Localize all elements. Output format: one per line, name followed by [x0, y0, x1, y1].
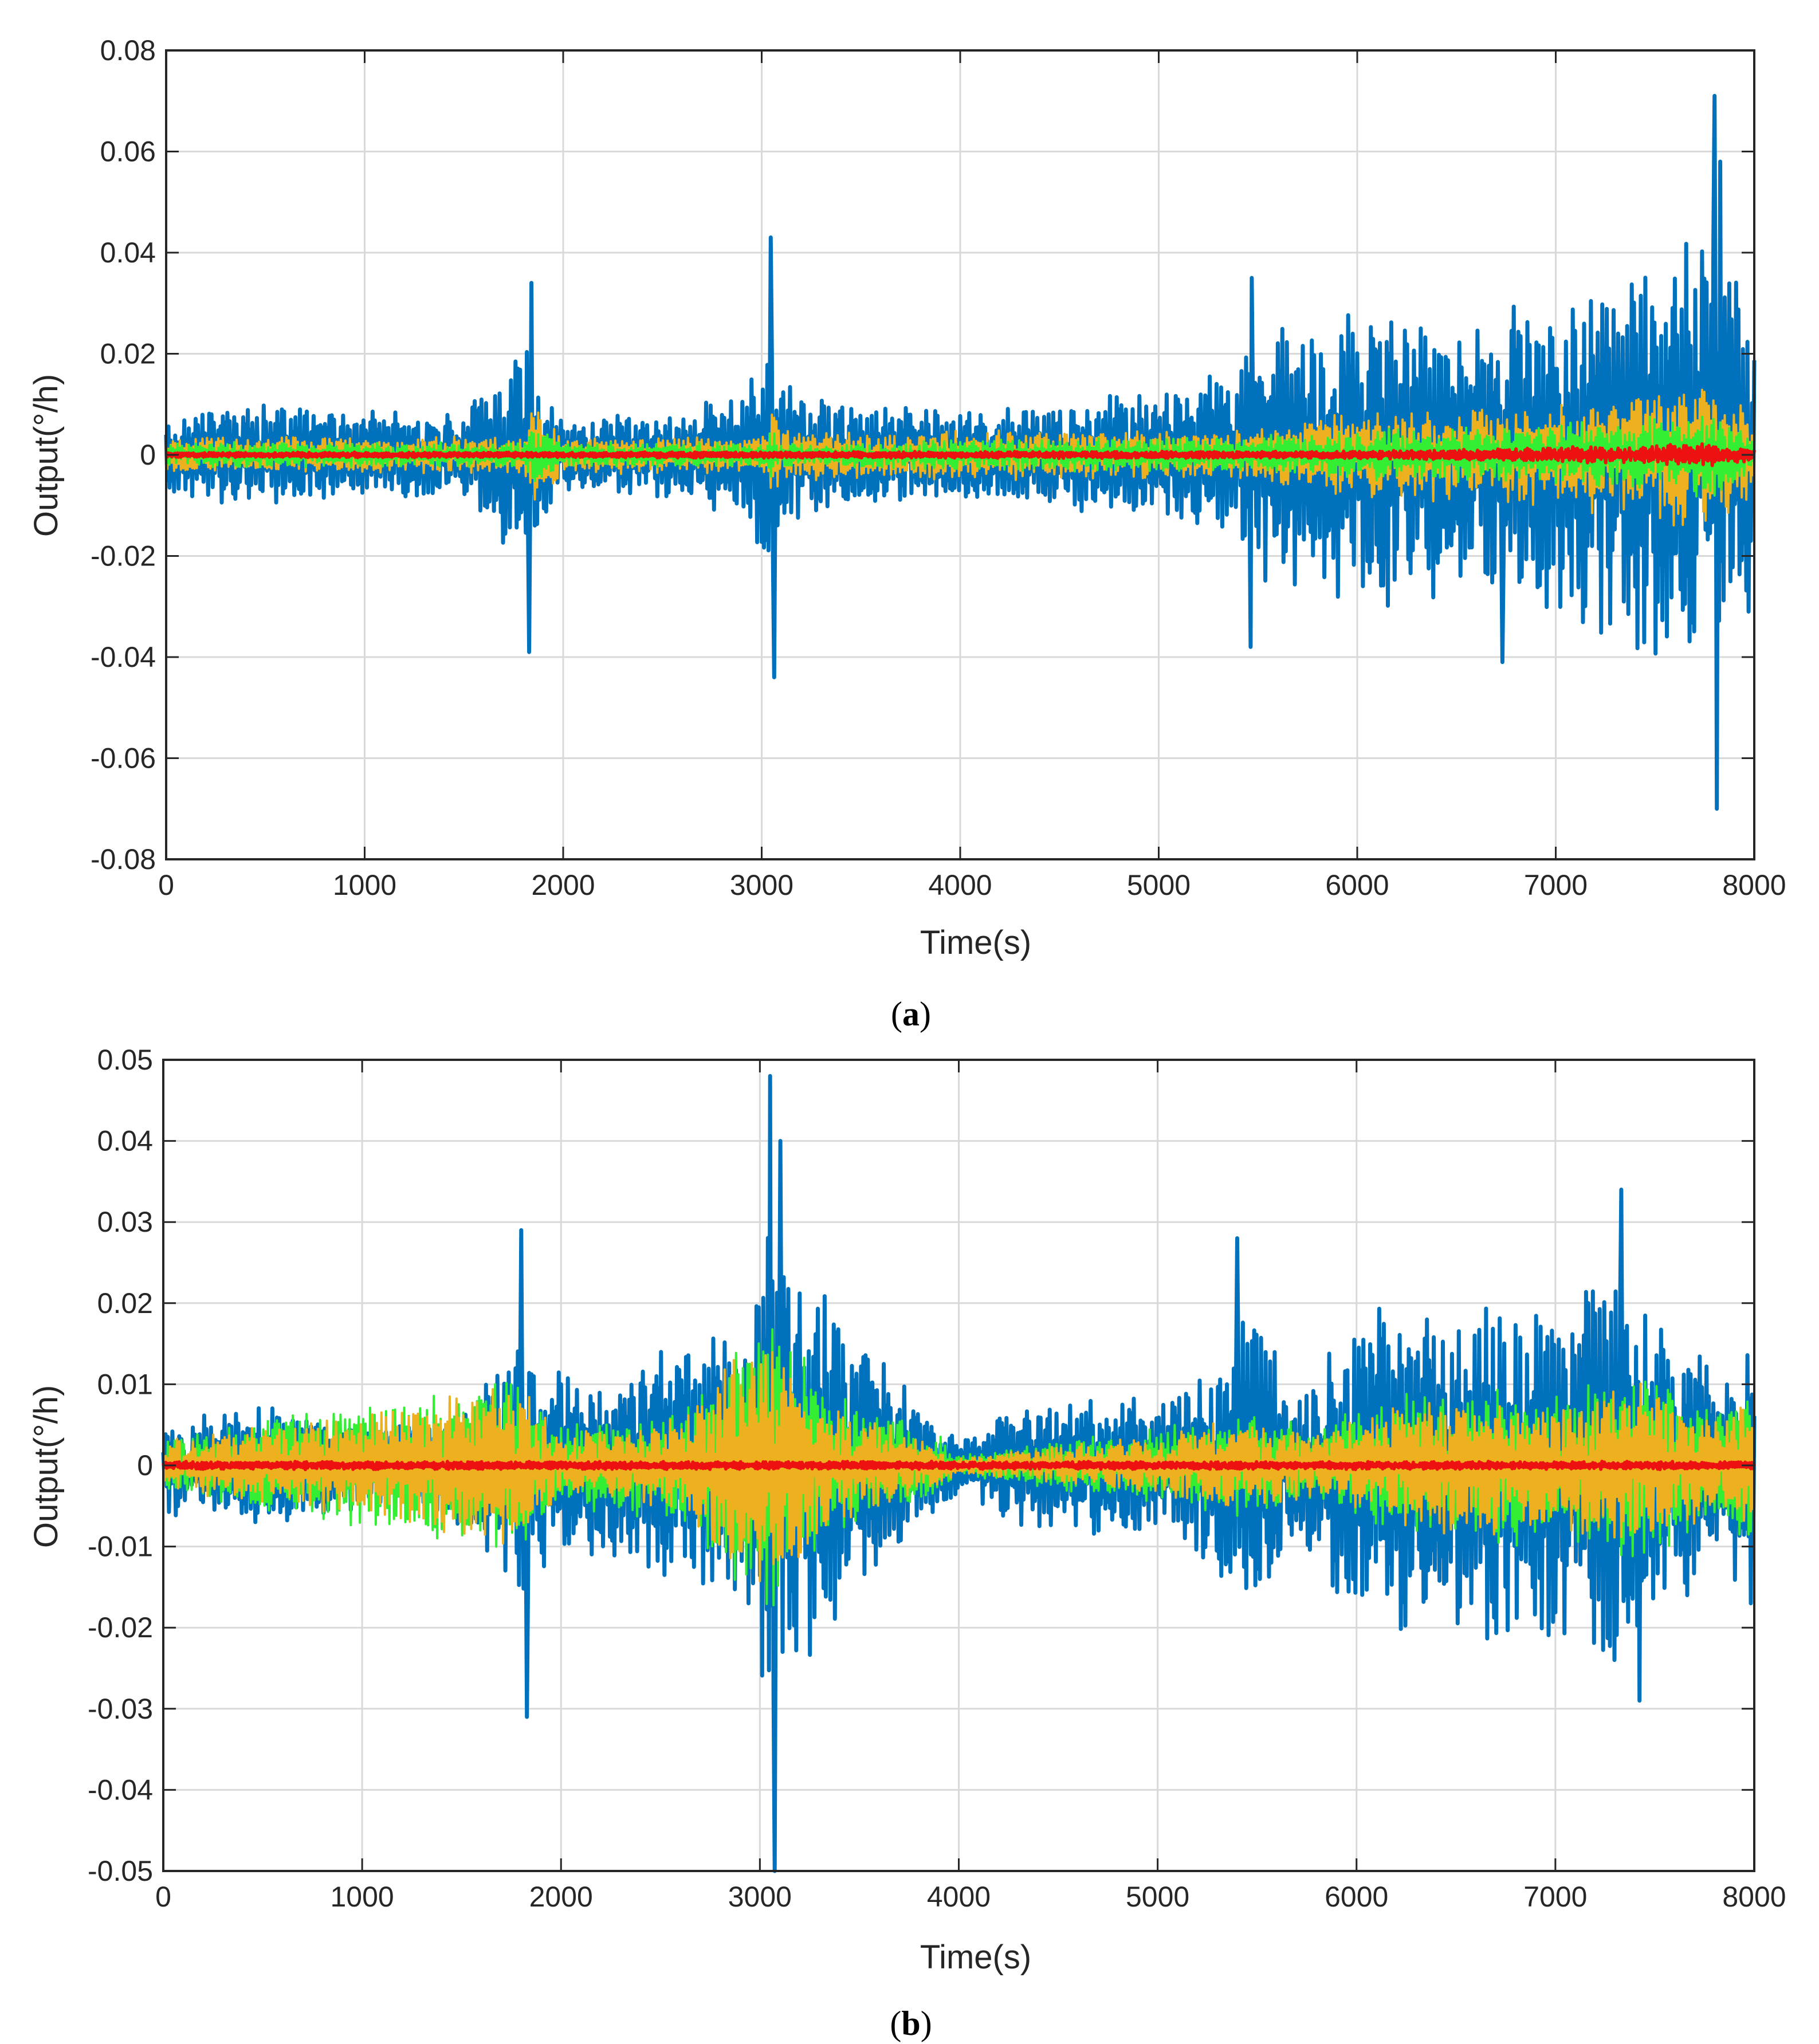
- x-tick-label: 8000: [1722, 869, 1786, 901]
- x-tick-label: 1000: [333, 869, 396, 901]
- panel-a: 0 1000 2000 3000 4000 5000 6000 7000 8000 -0.08-…: [27, 34, 1786, 1033]
- panel-a-y-axis-title: Output(°/h): [27, 374, 65, 537]
- panel-b-caption: (b): [890, 2004, 932, 2042]
- x-tick-label: 4000: [928, 869, 992, 901]
- panel-a-y-ticks: -0.08 -0.06 -0.04 -0.02 0 0.02 0.04 0.06 0.08: [91, 34, 1754, 875]
- x-tick-label: 8000: [1722, 1881, 1786, 1913]
- y-tick-label: -0.05: [88, 1855, 153, 1887]
- x-tick-label: 7000: [1524, 869, 1588, 901]
- panel-b-x-ticks: 0 1000 2000 3000 4000 5000 6000 7000 8000: [155, 1060, 1786, 1913]
- y-tick-label: -0.01: [88, 1531, 153, 1563]
- panel-b-y-ticks: -0.05 -0.04 -0.03 -0.02 -0.01 0 0.01 0.02 0.03 0.…: [88, 1044, 1754, 1887]
- series-yellow-line: [162, 1351, 1755, 1582]
- x-tick-label: 2000: [531, 869, 595, 901]
- y-tick-label: 0.04: [100, 237, 156, 269]
- y-tick-label: 0.06: [100, 136, 156, 168]
- y-tick-label: 0.02: [100, 338, 156, 370]
- x-tick-label: 0: [158, 869, 174, 901]
- x-tick-label: 3000: [730, 869, 793, 901]
- y-tick-label: 0.04: [97, 1125, 153, 1157]
- y-tick-label: 0.01: [97, 1368, 153, 1400]
- y-tick-label: 0.08: [100, 34, 156, 66]
- panel-b: 0 1000 2000 3000 4000 5000 6000 7000 8000 -0.05-…: [27, 1044, 1786, 2042]
- y-tick-label: -0.04: [91, 641, 156, 673]
- x-tick-label: 5000: [1127, 869, 1191, 901]
- panel-a-caption: (a): [891, 995, 931, 1033]
- panel-a-x-ticks: 0 1000 2000 3000 4000 5000 6000 7000 8000: [158, 50, 1786, 901]
- y-tick-label: -0.06: [91, 742, 156, 775]
- panel-b-x-axis-title: Time(s): [920, 1939, 1031, 1976]
- y-tick-label: -0.04: [88, 1774, 153, 1806]
- x-tick-label: 4000: [927, 1881, 991, 1913]
- panel-a-series: [164, 93, 1757, 811]
- y-tick-label: -0.02: [88, 1611, 153, 1644]
- y-tick-label: -0.03: [88, 1693, 153, 1725]
- series-red-line: [164, 442, 1756, 467]
- series-red-line: [162, 1460, 1756, 1472]
- x-tick-label: 7000: [1523, 1881, 1587, 1913]
- x-tick-label: 1000: [331, 1881, 394, 1913]
- x-tick-label: 5000: [1126, 1881, 1189, 1913]
- x-tick-label: 3000: [728, 1881, 792, 1913]
- panel-b-series: [161, 1074, 1757, 1873]
- panel-b-y-axis-title: Output(°/h): [27, 1385, 65, 1548]
- y-tick-label: 0.03: [97, 1206, 153, 1238]
- x-tick-label: 6000: [1325, 869, 1389, 901]
- y-tick-label: -0.08: [91, 843, 156, 875]
- panel-a-x-axis-title: Time(s): [920, 924, 1031, 961]
- y-tick-label: 0.02: [97, 1287, 153, 1319]
- y-tick-label: 0.05: [97, 1044, 153, 1076]
- y-tick-label: 0: [137, 1449, 153, 1481]
- x-tick-label: 6000: [1325, 1881, 1388, 1913]
- x-tick-label: 0: [155, 1881, 171, 1913]
- y-tick-label: 0: [140, 439, 156, 471]
- x-tick-label: 2000: [529, 1881, 593, 1913]
- y-tick-label: -0.02: [91, 540, 156, 572]
